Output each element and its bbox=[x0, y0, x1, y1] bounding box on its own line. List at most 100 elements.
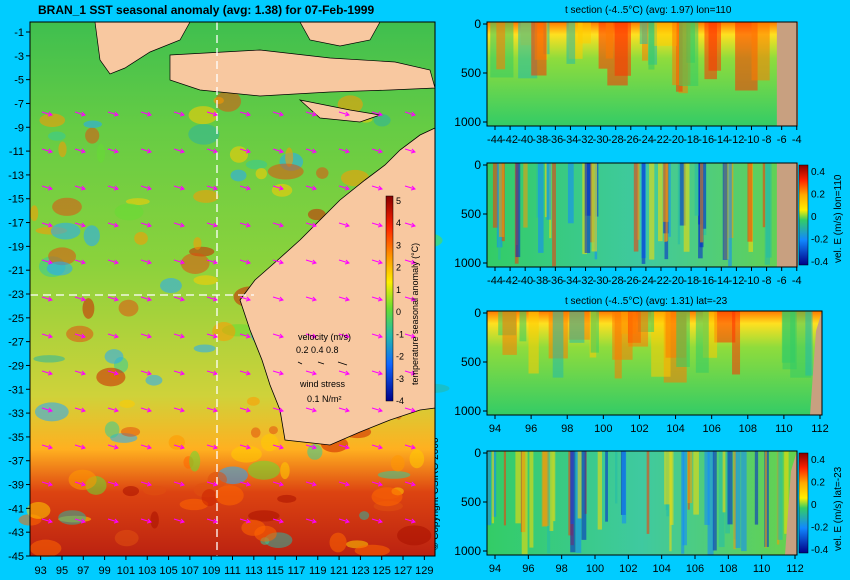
section-streak bbox=[687, 451, 693, 504]
section-streak bbox=[612, 311, 633, 360]
wind-arrow bbox=[173, 259, 185, 265]
section-streak bbox=[628, 311, 649, 347]
anomaly-patch bbox=[180, 252, 210, 274]
land-indonesia bbox=[94, 21, 191, 75]
wind-arrow bbox=[404, 185, 416, 191]
anomaly-patch bbox=[268, 426, 278, 435]
wind-arrow bbox=[371, 481, 383, 487]
anomaly-patch bbox=[193, 189, 219, 203]
anomaly-patch bbox=[104, 349, 124, 364]
section-streak bbox=[552, 311, 564, 378]
velocity-colorbar-label: vel. E (m/s) lat=-23 bbox=[833, 466, 844, 551]
section-streak bbox=[633, 163, 639, 252]
wind-arrow bbox=[41, 296, 53, 302]
wind-arrow bbox=[404, 481, 416, 487]
anomaly-patch bbox=[248, 510, 280, 522]
section-x-tick-label: 96 bbox=[522, 563, 534, 575]
wind-arrow bbox=[404, 370, 416, 376]
anomaly-patch bbox=[118, 299, 139, 317]
map-x-tick-label: 113 bbox=[245, 565, 263, 577]
map-x-tick-label: 101 bbox=[117, 565, 135, 577]
section-x-tick-label: -42 bbox=[502, 134, 518, 146]
map-x-tick-label: 111 bbox=[224, 565, 241, 577]
anomaly-patch bbox=[245, 159, 268, 170]
velocity-legend-arrows bbox=[297, 361, 348, 366]
wind-arrow bbox=[404, 222, 416, 228]
wind-arrow bbox=[371, 148, 383, 154]
anomaly-patch bbox=[30, 205, 39, 222]
anomaly-patch bbox=[246, 396, 260, 406]
section-panel-v_lat: 0 500 1000 94 96 98 100 102 104 106 108 110 112 0.4 0.… bbox=[454, 446, 844, 575]
wind-arrow bbox=[41, 481, 53, 487]
wind-arrow bbox=[107, 185, 119, 191]
section-streak bbox=[567, 163, 574, 224]
anomaly-patch bbox=[354, 544, 390, 557]
section-streak bbox=[528, 311, 539, 374]
section-x-tick-label: -20 bbox=[668, 134, 684, 146]
section-x-tick-label: -16 bbox=[698, 134, 714, 146]
anomaly-patch bbox=[48, 131, 66, 141]
section-streak bbox=[649, 163, 655, 260]
section-x-tick-label: -4 bbox=[792, 134, 802, 146]
anomaly-patch bbox=[168, 435, 185, 450]
anomaly-patch bbox=[29, 539, 62, 557]
anomaly-patch bbox=[215, 485, 244, 506]
wind-legend-value: 0.1 N/m² bbox=[307, 394, 342, 404]
velocity-colorbar bbox=[798, 164, 809, 266]
anomaly-patch bbox=[58, 510, 87, 525]
map-y-tick-label: -19 bbox=[8, 241, 24, 253]
wind-arrow bbox=[338, 259, 350, 265]
section-x-tick-label: 112 bbox=[811, 423, 829, 435]
section-x-tick-label: 94 bbox=[489, 563, 501, 575]
wind-arrow bbox=[74, 333, 86, 339]
wind-arrow bbox=[305, 444, 317, 450]
wind-arrow bbox=[74, 185, 86, 191]
section-x-tick-label: -14 bbox=[713, 275, 729, 287]
anomaly-patch bbox=[231, 445, 262, 463]
section-y-tick-label: 500 bbox=[461, 207, 481, 221]
wind-arrow bbox=[140, 296, 152, 302]
velocity-legend: velocity (m/s) 0.2 0.4 0.8 wind stress 0… bbox=[296, 332, 351, 404]
section-streak bbox=[597, 451, 602, 530]
wind-arrow bbox=[140, 185, 152, 191]
anomaly-patch bbox=[390, 455, 405, 472]
section-x-tick-label: -34 bbox=[562, 134, 578, 146]
wind-legend-title: wind stress bbox=[299, 379, 346, 389]
section-y-tick-label: 0 bbox=[474, 306, 481, 320]
section-streak bbox=[615, 451, 618, 504]
wind-arrow bbox=[173, 407, 185, 413]
wind-arrow bbox=[371, 444, 383, 450]
map-y-tick-label: -21 bbox=[8, 265, 24, 277]
map-y-tick-label: -25 bbox=[8, 313, 24, 325]
section-streak bbox=[754, 451, 759, 525]
section-streak bbox=[546, 163, 552, 220]
section-streak bbox=[523, 163, 528, 228]
wind-arrow bbox=[338, 481, 350, 487]
anomaly-patch bbox=[48, 247, 76, 266]
anomaly-patch bbox=[193, 344, 216, 353]
section-x-tick-label: -18 bbox=[683, 134, 699, 146]
section-streak bbox=[549, 451, 554, 531]
wind-arrow bbox=[404, 259, 416, 265]
anomaly-patch bbox=[247, 460, 281, 480]
section-y-tick-label: 1000 bbox=[454, 544, 481, 558]
anomaly-patch bbox=[46, 261, 73, 276]
wind-arrow bbox=[338, 407, 350, 413]
section-streak bbox=[542, 451, 549, 526]
wind-arrow bbox=[41, 185, 53, 191]
anomaly-patch bbox=[250, 427, 261, 438]
section-streak bbox=[764, 163, 770, 265]
wind-arrow bbox=[239, 296, 251, 302]
section-land bbox=[810, 311, 822, 415]
section-streak bbox=[614, 22, 631, 76]
section-streak bbox=[531, 22, 547, 76]
wind-arrow bbox=[173, 111, 185, 117]
anomaly-patch bbox=[371, 487, 403, 507]
section-streak bbox=[764, 451, 767, 548]
wind-arrow bbox=[74, 148, 86, 154]
wind-arrow bbox=[107, 518, 119, 524]
wind-arrow bbox=[41, 370, 53, 376]
section-streak bbox=[491, 451, 497, 517]
section-streak bbox=[718, 451, 725, 548]
